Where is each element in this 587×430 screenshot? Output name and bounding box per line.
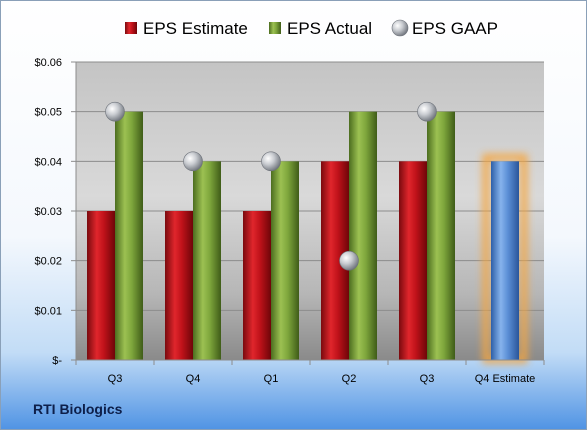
y-tick-label: $0.02 (34, 256, 62, 268)
x-tick-label: Q3 (108, 373, 123, 385)
x-axis: Q3 Q4 Q1 Q2 Q3 Q4 Estimate (75, 359, 545, 385)
legend-swatch (269, 22, 281, 34)
legend-label: EPS GAAP (412, 19, 498, 38)
bars (87, 111, 528, 364)
y-tick-label: $0.06 (34, 57, 62, 69)
eps-actual-bar (349, 111, 377, 361)
eps-gaap-marker (261, 151, 281, 172)
x-tick-label: Q2 (342, 373, 357, 385)
legend-item: EPS Estimate (125, 19, 248, 38)
x-tick-label: Q4 Estimate (475, 373, 536, 385)
x-tick-label: Q4 (186, 373, 201, 385)
eps-gaap-marker (339, 250, 359, 271)
y-tick-label: $0.03 (34, 206, 62, 218)
company-name: RTI Biologics (33, 401, 123, 417)
y-tick-label: $- (52, 355, 62, 367)
eps-estimate-bar (243, 211, 271, 360)
eps-gaap-marker (417, 101, 437, 122)
y-tick-label: $0.05 (34, 107, 62, 119)
y-tick-label: $0.01 (34, 305, 62, 317)
q4-estimate-bar (491, 161, 519, 360)
eps-estimate-bar (165, 211, 193, 360)
legend-swatch (391, 19, 409, 37)
legend-label: EPS Estimate (143, 19, 248, 38)
legend-label: EPS Actual (287, 19, 372, 38)
eps-actual-bar (115, 111, 143, 361)
legend-item: EPS Actual (269, 19, 372, 38)
eps-actual-bar (271, 161, 299, 360)
eps-gaap-marker (183, 151, 203, 172)
legend-item: EPS GAAP (391, 19, 498, 38)
y-axis: $0.06 $0.05 $0.04 $0.03 $0.02 $0.01 $- (34, 57, 77, 367)
gaap-markers (105, 101, 437, 271)
x-tick-label: Q3 (420, 373, 435, 385)
x-tick-label: Q1 (264, 373, 279, 385)
y-tick-label: $0.04 (34, 156, 62, 168)
legend: EPS Estimate EPS Actual EPS GAAP (125, 19, 498, 38)
eps-actual-bar (427, 111, 455, 361)
eps-estimate-bar (399, 161, 427, 360)
eps-estimate-bar (87, 211, 115, 360)
eps-gaap-marker (105, 101, 125, 122)
eps-actual-bar (193, 161, 221, 360)
legend-swatch (125, 22, 137, 34)
